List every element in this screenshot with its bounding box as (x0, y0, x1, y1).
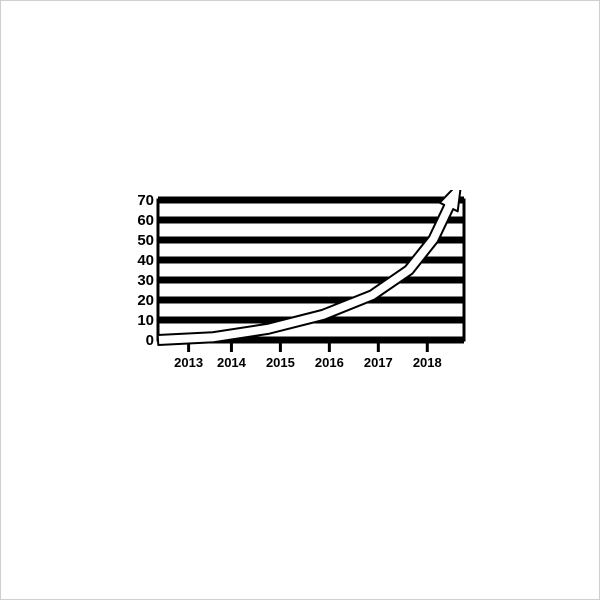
y-axis-label: 60 (137, 212, 154, 229)
y-axis-label: 0 (146, 332, 154, 349)
image-frame: 0 10 20 30 40 50 60 70 2013 2014 2015 2016 2017 2018 (0, 0, 600, 600)
x-axis-label: 2013 (174, 355, 203, 370)
x-axis-label: 2016 (315, 355, 344, 370)
y-axis-label: 40 (137, 252, 154, 269)
y-axis-label: 70 (137, 192, 154, 209)
y-axis-label: 10 (137, 312, 154, 329)
x-axis-label: 2017 (364, 355, 393, 370)
y-axis-label: 50 (137, 232, 154, 249)
x-axis-label: 2018 (413, 355, 442, 370)
chart-svg: 0 10 20 30 40 50 60 70 2013 2014 2015 2016 2017 2018 (120, 190, 480, 410)
x-axis-label: 2014 (217, 355, 247, 370)
y-axis-label: 20 (137, 292, 154, 309)
x-axis-label: 2015 (266, 355, 295, 370)
y-axis-label: 30 (137, 272, 154, 289)
growth-chart: 0 10 20 30 40 50 60 70 2013 2014 2015 2016 2017 2018 (120, 190, 480, 410)
